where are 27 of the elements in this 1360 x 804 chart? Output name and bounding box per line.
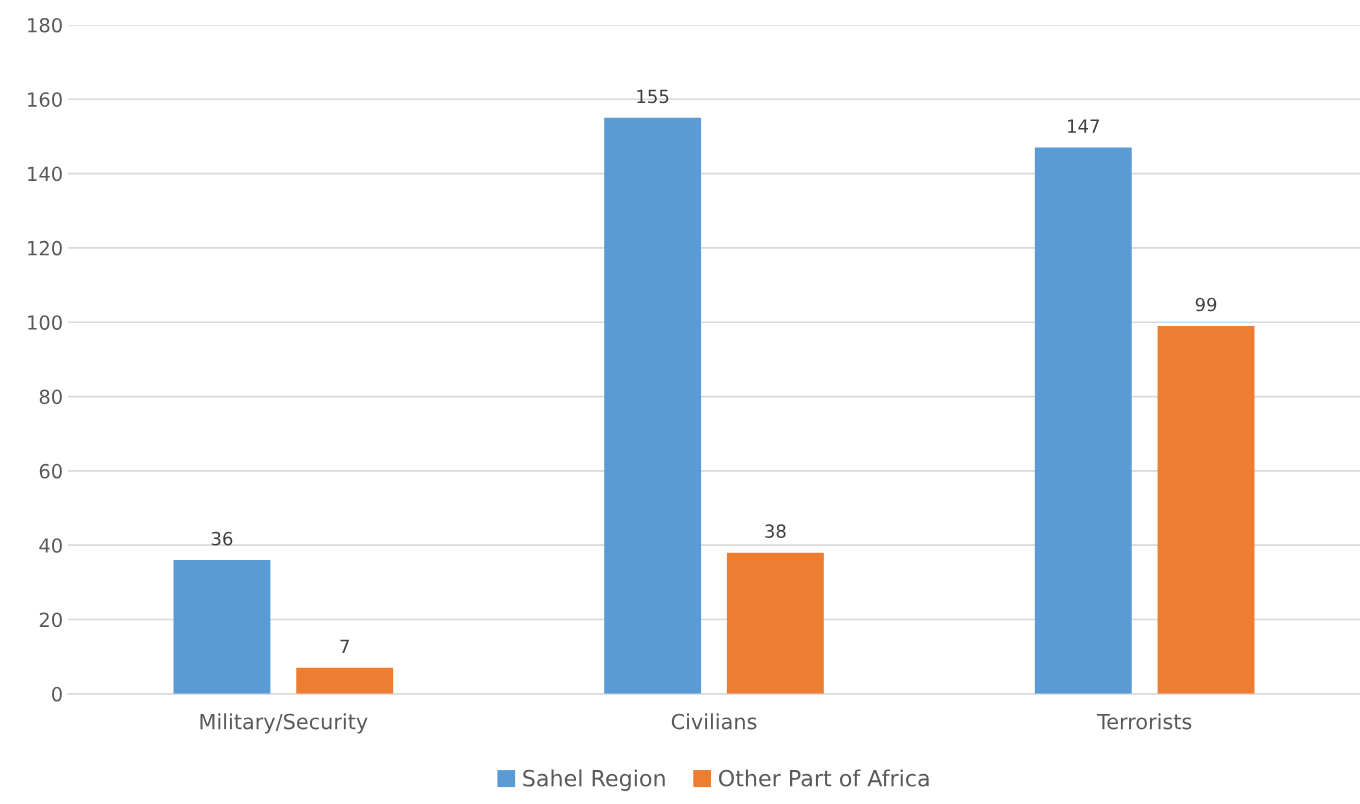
bar	[1034, 147, 1132, 694]
y-tick-label: 80	[39, 389, 62, 405]
data-label: 155	[637, 89, 669, 104]
bar	[604, 117, 702, 694]
legend-label: Other Part of Africa	[718, 769, 929, 787]
y-tick-label: 180	[28, 17, 62, 33]
data-label: 36	[211, 531, 233, 546]
bar	[296, 667, 394, 694]
legend-label: Sahel Region	[523, 769, 665, 791]
y-tick-label: 60	[39, 463, 62, 479]
data-label: 38	[765, 524, 786, 539]
bar	[173, 560, 271, 694]
y-tick-label: 160	[28, 92, 62, 107]
bar	[726, 552, 824, 694]
data-label: 7	[340, 639, 349, 653]
y-tick-label: 100	[28, 315, 62, 330]
y-tick-label: 40	[39, 538, 62, 553]
bar	[1157, 325, 1255, 694]
y-tick-label: 140	[28, 166, 62, 182]
data-label: 99	[1195, 297, 1217, 312]
x-tick-label: Military/Security	[200, 713, 368, 734]
y-tick-label: 120	[28, 240, 62, 256]
data-label: 147	[1068, 119, 1099, 133]
y-tick-label: 20	[39, 612, 62, 628]
y-tick-label: 0	[52, 686, 62, 702]
x-tick-label: Civilians	[671, 713, 757, 730]
x-tick-label: Terrorists	[1096, 713, 1192, 730]
